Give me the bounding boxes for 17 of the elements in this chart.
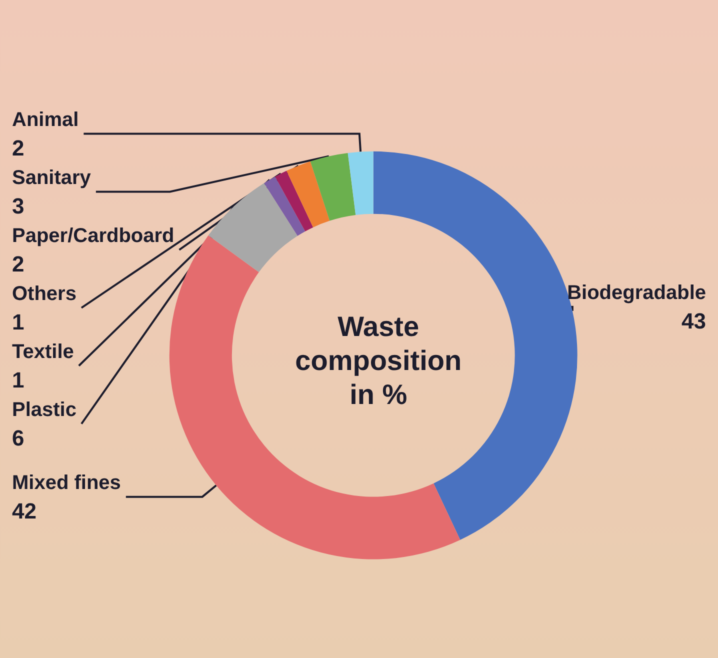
data-label: 42 bbox=[12, 498, 36, 524]
slice-label: Sanitary bbox=[12, 166, 92, 189]
data-label: 6 bbox=[12, 425, 24, 450]
slice-label: Textile bbox=[12, 340, 74, 363]
data-label: 1 bbox=[12, 309, 24, 334]
slice-label: Animal bbox=[12, 108, 79, 131]
slice-label: Paper/Cardboard bbox=[12, 224, 174, 247]
data-label: 43 bbox=[682, 308, 706, 334]
data-label: 2 bbox=[12, 135, 24, 160]
slice-label: Mixed fines bbox=[12, 472, 121, 494]
data-label: 2 bbox=[12, 251, 24, 276]
slice-label: Others bbox=[12, 282, 76, 305]
text: Waste composition in % bbox=[295, 310, 462, 410]
data-label: 1 bbox=[12, 367, 24, 392]
slice-label: Biodegradable bbox=[567, 282, 706, 304]
data-label: 3 bbox=[12, 193, 24, 218]
slice-label: Plastic bbox=[12, 398, 76, 421]
